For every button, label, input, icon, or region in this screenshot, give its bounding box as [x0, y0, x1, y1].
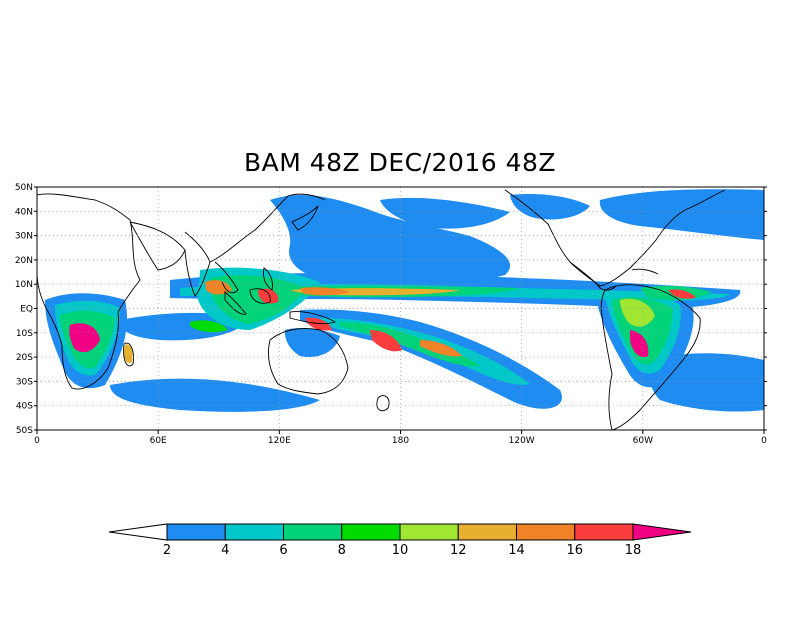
- lon-tick-label: 60E: [150, 436, 167, 446]
- precip-core-amazon: [620, 298, 655, 327]
- lat-tick-label: 10S: [16, 329, 33, 339]
- colorbar-tick-label: 12: [450, 543, 467, 558]
- colorbar-tick-label: 18: [625, 543, 642, 558]
- coast-south-america: [600, 284, 701, 430]
- coast-sumatra: [224, 291, 247, 315]
- precip-core-indian: [190, 320, 228, 333]
- coast-japan: [291, 205, 319, 231]
- colorbar-low-triangle: [108, 523, 168, 541]
- colorbar-segment: [574, 523, 634, 541]
- coast-madagascar: [123, 342, 134, 367]
- colorbar-tick-label: 4: [221, 543, 229, 558]
- lon-tick-label: 0: [761, 436, 767, 446]
- precip-band-north-atlantic: [599, 189, 764, 240]
- precip-core-africa: [69, 323, 100, 353]
- colorbar-segment: [283, 523, 343, 541]
- colorbar-segment: [224, 523, 284, 541]
- colorbar-segment: [341, 523, 401, 541]
- precip-band-australia-north: [284, 328, 340, 358]
- lon-tick-label: 0: [34, 436, 40, 446]
- lon-tick-label: 60W: [633, 436, 653, 446]
- precipitation-field: [45, 189, 764, 412]
- coast-arabia: [129, 221, 186, 271]
- coast-new-guinea: [289, 311, 337, 325]
- lat-tick-label: 10N: [15, 280, 33, 290]
- precip-core-philippines: [205, 280, 232, 295]
- colorbar-tick-label: 2: [163, 543, 171, 558]
- colorbar-tick-label: 10: [392, 543, 409, 558]
- lat-tick-label: 40N: [15, 207, 33, 217]
- coast-central-america: [569, 261, 617, 291]
- precip-green-maritime: [210, 275, 305, 324]
- colorbar-tick-label: 14: [508, 543, 525, 558]
- colorbar-segment: [457, 523, 517, 541]
- lat-tick-label: 50S: [16, 426, 33, 436]
- lat-tick-label: 40S: [16, 402, 33, 412]
- colorbar-tick-label: 8: [338, 543, 346, 558]
- coast-australia: [267, 328, 349, 395]
- colorbar-segment: [166, 523, 226, 541]
- coast-india: [184, 231, 211, 297]
- coast-africa: [37, 193, 141, 390]
- lat-tick-label: 20S: [16, 353, 33, 363]
- lon-tick-label: 120E: [268, 436, 291, 446]
- lat-tick-label: 20N: [15, 256, 33, 266]
- precip-core-west-pacific: [300, 287, 350, 296]
- precip-core-borneo: [258, 288, 279, 304]
- lon-tick-label: 180: [392, 436, 409, 446]
- lat-tick-label: 30N: [15, 232, 33, 242]
- lon-tick-label: 120W: [509, 436, 535, 446]
- precip-core-amazon-south: [630, 330, 649, 358]
- coast-new-zealand: [376, 395, 390, 412]
- precip-core-new-guinea: [305, 317, 332, 331]
- colorbar-segment: [516, 523, 576, 541]
- precip-core-central-america: [668, 289, 696, 299]
- coast-borneo: [249, 288, 271, 304]
- map-frame: [37, 187, 764, 430]
- precip-core-spcz-east: [420, 340, 462, 357]
- coast-philippines: [263, 267, 273, 291]
- precip-band-southern-ocean: [110, 378, 320, 412]
- coastlines: [37, 189, 726, 430]
- grid-lines: [37, 187, 764, 430]
- lat-tick-label: 50N: [15, 183, 33, 193]
- precip-core-spcz: [370, 330, 402, 352]
- precip-band-north-america: [510, 194, 590, 220]
- colorbar-tick-label: 16: [566, 543, 583, 558]
- longitude-axis: 0 60E 120E 180 120W 60W 0: [34, 430, 767, 446]
- colorbar-high-triangle: [632, 523, 692, 541]
- coast-indochina: [214, 261, 239, 294]
- coast-east-asia: [209, 193, 326, 263]
- lat-tick-label: 30S: [16, 377, 33, 387]
- coast-north-america: [504, 189, 726, 287]
- coast-caribbean: [631, 268, 659, 275]
- precip-band-north-pacific-storm: [380, 197, 510, 229]
- map-title: BAM 48Z DEC/2016 48Z: [243, 148, 557, 177]
- precip-core-madagascar: [124, 344, 133, 364]
- precip-band-northwest-pacific: [270, 195, 511, 283]
- colorbar: 2 4 6 8 10 12 14 16 18: [108, 523, 692, 558]
- colorbar-tick-label: 6: [279, 543, 287, 558]
- colorbar-segment: [399, 523, 459, 541]
- latitude-axis: 50N 40N 30N 20N 10N EQ 10S 20S 30S 40S 50S: [15, 183, 767, 436]
- lat-tick-label: EQ: [20, 305, 33, 315]
